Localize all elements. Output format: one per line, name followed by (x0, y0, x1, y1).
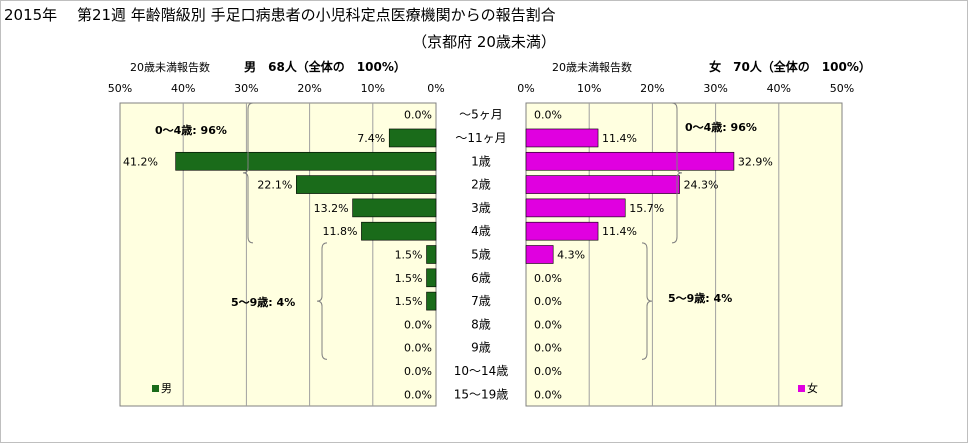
male-bar (296, 175, 437, 194)
male-plot-area (119, 102, 437, 407)
female-value-label: 0.0% (534, 272, 562, 285)
male-tick-label: 30% (234, 82, 258, 95)
male-bar (175, 151, 437, 171)
category-label: 4歳 (471, 224, 491, 238)
male-value-label: 11.8% (322, 225, 357, 238)
male-value-label: 0.0% (404, 342, 432, 355)
chart-subtitle: （京都府 20歳未満） (412, 33, 556, 51)
male-legend-swatch (152, 385, 159, 392)
female-value-label: 11.4% (602, 132, 637, 145)
female-value-label: 15.7% (629, 202, 664, 215)
female-value-label: 11.4% (602, 225, 637, 238)
male-annotation-5-9: 5～9歳: 4% (231, 295, 295, 309)
female-brace-0-4 (671, 102, 683, 244)
male-tick-label: 50% (108, 82, 132, 95)
female-value-label: 0.0% (534, 295, 562, 308)
male-brace-5-9 (316, 242, 328, 360)
female-value-label: 0.0% (534, 342, 562, 355)
female-group-label: 女 70人（全体の 100%） (709, 59, 871, 74)
male-value-label: 0.0% (404, 109, 432, 122)
male-legend-label: 男 (161, 382, 172, 395)
category-label: 2歳 (471, 178, 491, 192)
female-bar (525, 221, 599, 241)
male-value-label: 13.2% (314, 202, 349, 215)
female-value-label: 32.9% (738, 155, 773, 168)
male-value-label: 1.5% (395, 295, 423, 308)
male-bar (352, 198, 437, 218)
male-bar (426, 291, 437, 311)
female-legend-swatch (798, 385, 805, 392)
male-tick-label: 10% (361, 82, 385, 95)
female-value-label: 0.0% (534, 109, 562, 122)
category-label: 8歳 (471, 317, 491, 331)
female-brace-5-9 (641, 242, 653, 360)
male-value-label: 41.2% (123, 155, 158, 168)
male-value-label: 0.0% (404, 318, 432, 331)
category-label: 6歳 (471, 271, 491, 285)
male-annotation-0-4: 0～4歳: 96% (155, 123, 227, 137)
male-brace-0-4 (242, 102, 254, 244)
female-bar (525, 198, 626, 218)
female-bar (525, 245, 554, 264)
category-label: 5歳 (471, 248, 491, 262)
category-label: ～5ヶ月 (459, 108, 503, 122)
male-bar (361, 221, 437, 241)
female-tick-label: 30% (703, 82, 727, 95)
female-tick-label: 20% (640, 82, 664, 95)
female-bar (525, 128, 599, 148)
male-group-label: 男 68人（全体の 100%） (244, 59, 406, 74)
female-tick-label: 40% (767, 82, 791, 95)
male-tick-label: 0% (427, 82, 444, 95)
male-value-label: 1.5% (395, 249, 423, 262)
female-tick-label: 10% (577, 82, 601, 95)
female-header: 20歳未満報告数 (552, 61, 632, 74)
female-tick-label: 50% (830, 82, 854, 95)
male-value-label: 7.4% (357, 132, 385, 145)
female-value-label: 4.3% (557, 249, 585, 262)
category-label: 7歳 (471, 294, 491, 308)
female-value-label: 0.0% (534, 365, 562, 378)
male-value-label: 0.0% (404, 365, 432, 378)
male-header: 20歳未満報告数 (130, 61, 210, 74)
male-value-label: 0.0% (404, 388, 432, 401)
male-value-label: 1.5% (395, 272, 423, 285)
female-tick-label: 0% (517, 82, 534, 95)
chart-title: 2015年 第21週 年齢階級別 手足口病患者の小児科定点医療機関からの報告割合 (4, 6, 556, 24)
female-bar (525, 175, 680, 194)
male-bar (388, 128, 437, 148)
male-bar (426, 245, 437, 264)
male-value-label: 22.1% (257, 179, 292, 192)
category-label: ～11ヶ月 (455, 131, 506, 145)
female-value-label: 0.0% (534, 318, 562, 331)
male-tick-label: 20% (297, 82, 321, 95)
female-value-label: 0.0% (534, 388, 562, 401)
female-annotation-0-4: 0～4歳: 96% (685, 120, 757, 134)
category-label: 10～14歳 (454, 364, 509, 378)
male-tick-label: 40% (171, 82, 195, 95)
category-label: 9歳 (471, 341, 491, 355)
male-bar (426, 268, 437, 288)
category-label: 15～19歳 (454, 387, 509, 401)
female-bar (525, 151, 735, 171)
category-label: 1歳 (471, 154, 491, 168)
female-value-label: 24.3% (684, 179, 719, 192)
female-legend-label: 女 (807, 381, 818, 395)
female-annotation-5-9: 5～9歳: 4% (668, 291, 732, 305)
category-label: 3歳 (471, 201, 491, 215)
